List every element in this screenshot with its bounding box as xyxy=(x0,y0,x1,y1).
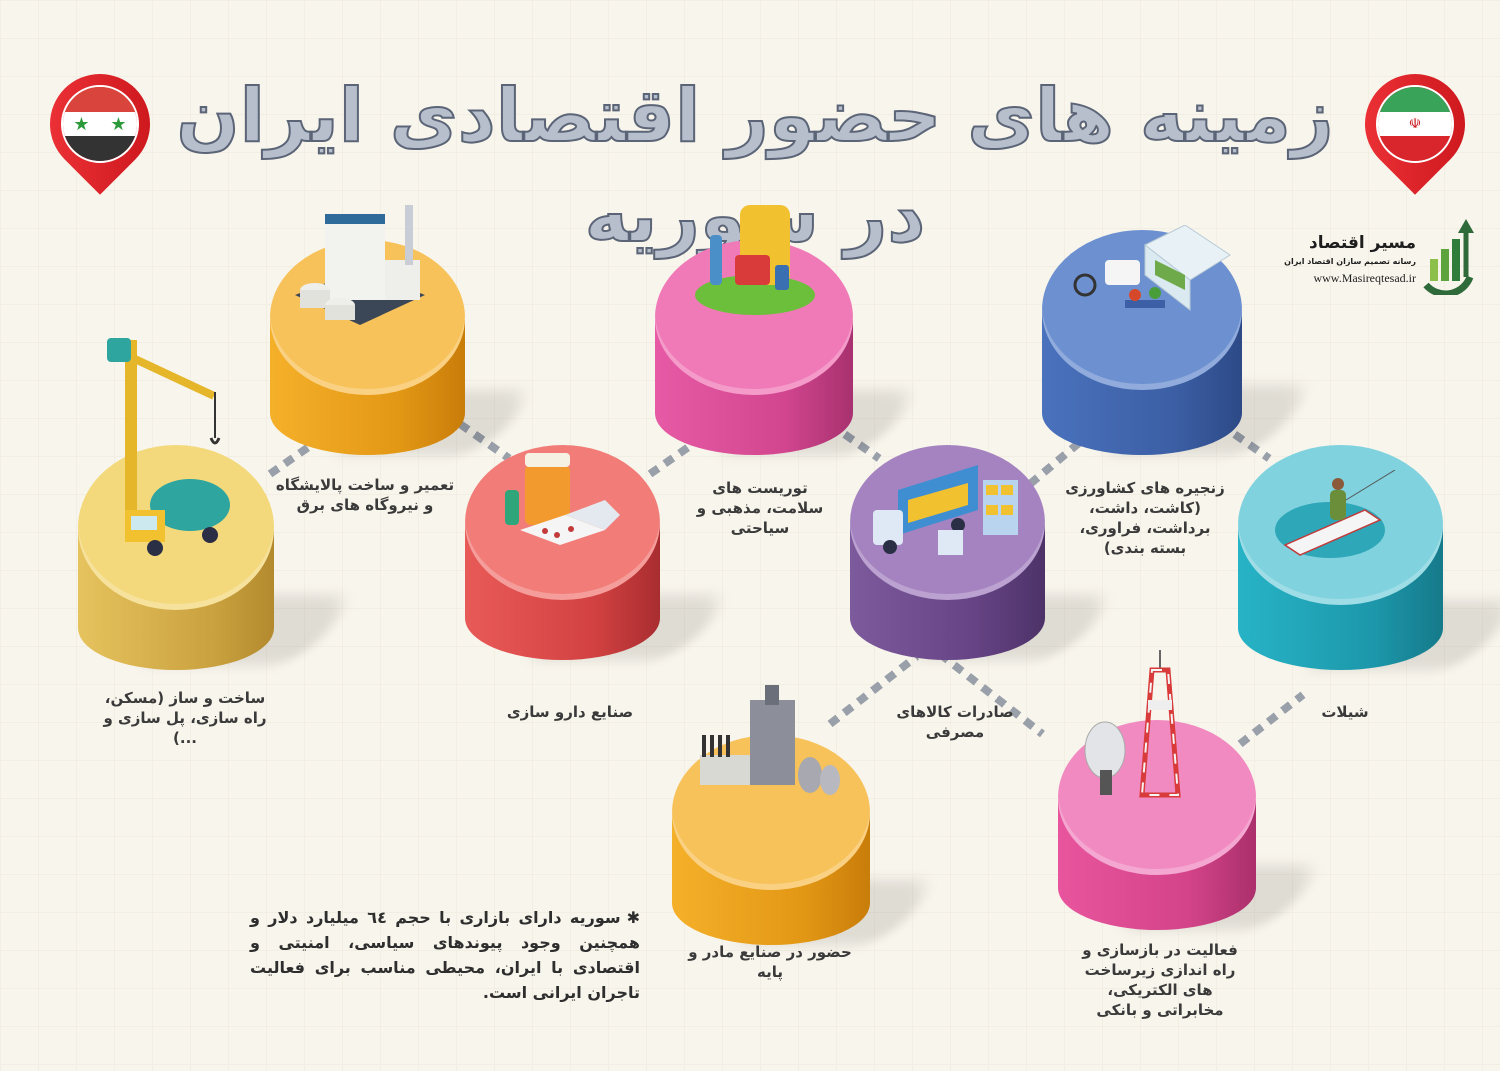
delivery-truck-icon xyxy=(868,455,1028,565)
factory-icon xyxy=(285,200,435,340)
star-icon: ★ xyxy=(110,113,127,135)
footnote-text: سوریه دارای بازاری با حجم ٦٤ میلیارد دلا… xyxy=(250,908,640,1002)
industrial-plant-icon xyxy=(690,685,850,805)
syria-flag-icon: ★ ★ xyxy=(61,85,139,163)
syria-flag-pin: ★ ★ xyxy=(29,53,171,202)
logo-url: www.Masireqtesad.ir xyxy=(1313,271,1416,285)
logo-name: مسیر اقتصاد xyxy=(1308,233,1416,253)
crane-mixer-truck-icon xyxy=(95,330,255,560)
label-basic-industries: حضور در صنایع مادر و پایه xyxy=(688,943,852,981)
label-fisheries: شیلات xyxy=(1321,703,1369,721)
iran-flag-icon: ☫ xyxy=(1376,85,1454,163)
logo-subtitle: رسانه تصمیم سازان اقتصاد ایران xyxy=(1284,257,1416,266)
iran-flag-pin: ☫ xyxy=(1344,53,1486,202)
asterisk-bullet-icon: ✱ xyxy=(626,908,640,927)
label-agriculture: زنجیره های کشاورزی (کاشت، داشت، برداشت، … xyxy=(1065,479,1225,557)
iran-emblem-icon: ☫ xyxy=(1408,116,1422,132)
footnote: ✱سوریه دارای بازاری با حجم ٦٤ میلیارد دل… xyxy=(250,905,640,1005)
telecom-tower-icon xyxy=(1080,650,1200,800)
greenhouse-icon xyxy=(1065,224,1235,340)
star-icon: ★ xyxy=(73,113,90,135)
page-title: زمینه های حضور اقتصادی ایران در سوریه xyxy=(175,72,1334,260)
cylinder-construction xyxy=(78,445,358,670)
label-refinery: تعمیر و ساخت پالایشگاه و نیروگاه های برق xyxy=(275,476,455,514)
fishing-boat-icon xyxy=(1270,469,1410,570)
growth-chart-gear-icon xyxy=(1423,219,1474,295)
label-tourism: توریست های سلامت، مذهبی و سیاحتی xyxy=(696,479,824,537)
brand-logo: مسیر اقتصاد رسانه تصمیم سازان اقتصاد ایر… xyxy=(1268,215,1478,305)
cylinder-tourism xyxy=(655,240,923,455)
label-pharma: صنایع دارو سازی xyxy=(506,703,634,721)
pills-icon xyxy=(495,445,625,555)
luggage-icon xyxy=(690,195,820,320)
label-construction: ساخت و ساز (مسکن، راه سازی، پل سازی و ..… xyxy=(103,689,267,747)
label-infrastructure: فعالیت در بازسازی و راه اندازی زیرساخت ه… xyxy=(1082,941,1238,1019)
label-consumer-exports: صادرات کالاهای مصرفی xyxy=(896,703,1014,741)
